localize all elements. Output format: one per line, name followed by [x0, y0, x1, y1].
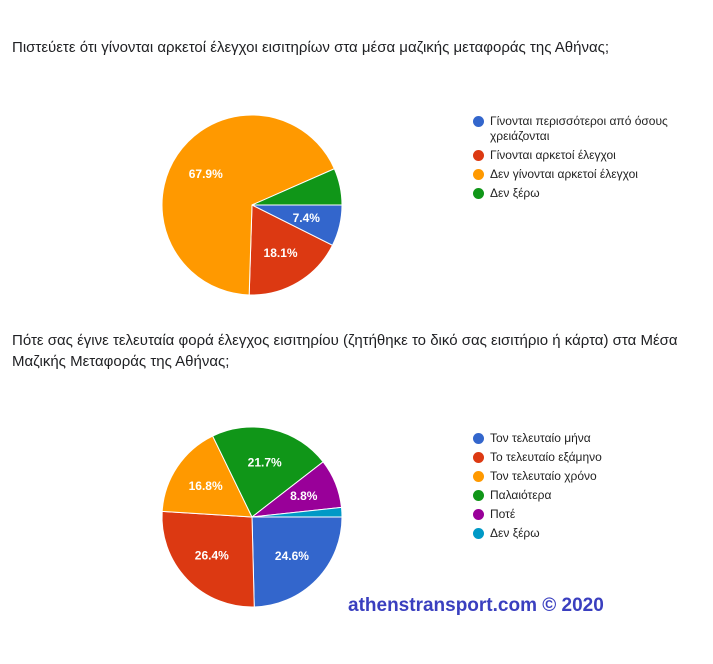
legend-label: Γίνονται περισσότεροι από όσους χρειάζον…	[490, 114, 668, 143]
legend-label: Τον τελευταίο χρόνο	[490, 469, 597, 483]
legend-swatch	[473, 433, 484, 444]
slice-label: 8.8%	[290, 489, 318, 503]
legend-label: Δεν γίνονται αρκετοί έλεγχοι	[490, 167, 638, 181]
pie-slice	[251, 506, 343, 518]
legend-swatch	[473, 528, 484, 539]
slice-label: 21.7%	[248, 456, 282, 470]
pie-slice	[251, 168, 343, 206]
legend-swatch	[473, 169, 484, 180]
legend-item: Ποτέ	[473, 507, 703, 522]
legend-label: Το τελευταίο εξάμηνο	[490, 450, 602, 464]
chart-1-legend: Γίνονται περισσότεροι από όσους χρειάζον…	[473, 114, 703, 205]
legend-swatch	[473, 471, 484, 482]
legend-item: Παλαιότερα	[473, 488, 703, 503]
legend-label: Ποτέ	[490, 507, 516, 521]
legend-item: Γίνονται αρκετοί έλεγχοι	[473, 148, 703, 163]
slice-label: 18.1%	[264, 246, 298, 260]
slice-label: 26.4%	[195, 549, 229, 563]
pie-slice	[248, 204, 334, 296]
pie-slice	[161, 114, 336, 296]
slice-label: 67.9%	[189, 167, 223, 181]
legend-item: Δεν ξέρω	[473, 186, 703, 201]
watermark: athenstransport.com © 2020	[348, 595, 604, 616]
legend-item: Το τελευταίο εξάμηνο	[473, 450, 703, 465]
legend-item: Τον τελευταίο μήνα	[473, 431, 703, 446]
legend-label: Δεν ξέρω	[490, 526, 540, 540]
legend-item: Τον τελευταίο χρόνο	[473, 469, 703, 484]
legend-label: Γίνονται αρκετοί έλεγχοι	[490, 148, 616, 162]
legend-item: Δεν γίνονται αρκετοί έλεγχοι	[473, 167, 703, 182]
chart-2-title: Πότε σας έγινε τελευταία φορά έλεγχος ει…	[12, 332, 678, 370]
legend-label: Τον τελευταίο μήνα	[490, 431, 591, 445]
slice-label: 16.8%	[189, 479, 223, 493]
legend-swatch	[473, 116, 484, 127]
pie-slice	[251, 516, 343, 608]
slice-label: 7.4%	[293, 211, 321, 225]
legend-label: Δεν ξέρω	[490, 186, 540, 200]
legend-label: Παλαιότερα	[490, 488, 552, 502]
chart-2-legend: Τον τελευταίο μήνα Το τελευταίο εξάμηνο Το…	[473, 431, 703, 545]
legend-swatch	[473, 188, 484, 199]
chart-1-title: Πιστεύετε ότι γίνονται αρκετοί έλεγχοι ε…	[12, 39, 610, 56]
pie-slice	[211, 426, 324, 518]
legend-swatch	[473, 509, 484, 520]
legend-swatch	[473, 452, 484, 463]
slice-label: 24.6%	[275, 549, 309, 563]
pie-slice	[161, 510, 255, 608]
legend-swatch	[473, 150, 484, 161]
legend-item: Γίνονται περισσότεροι από όσους χρειάζον…	[473, 114, 703, 144]
pie-slice	[161, 435, 253, 518]
legend-swatch	[473, 490, 484, 501]
legend-item: Δεν ξέρω	[473, 526, 703, 541]
